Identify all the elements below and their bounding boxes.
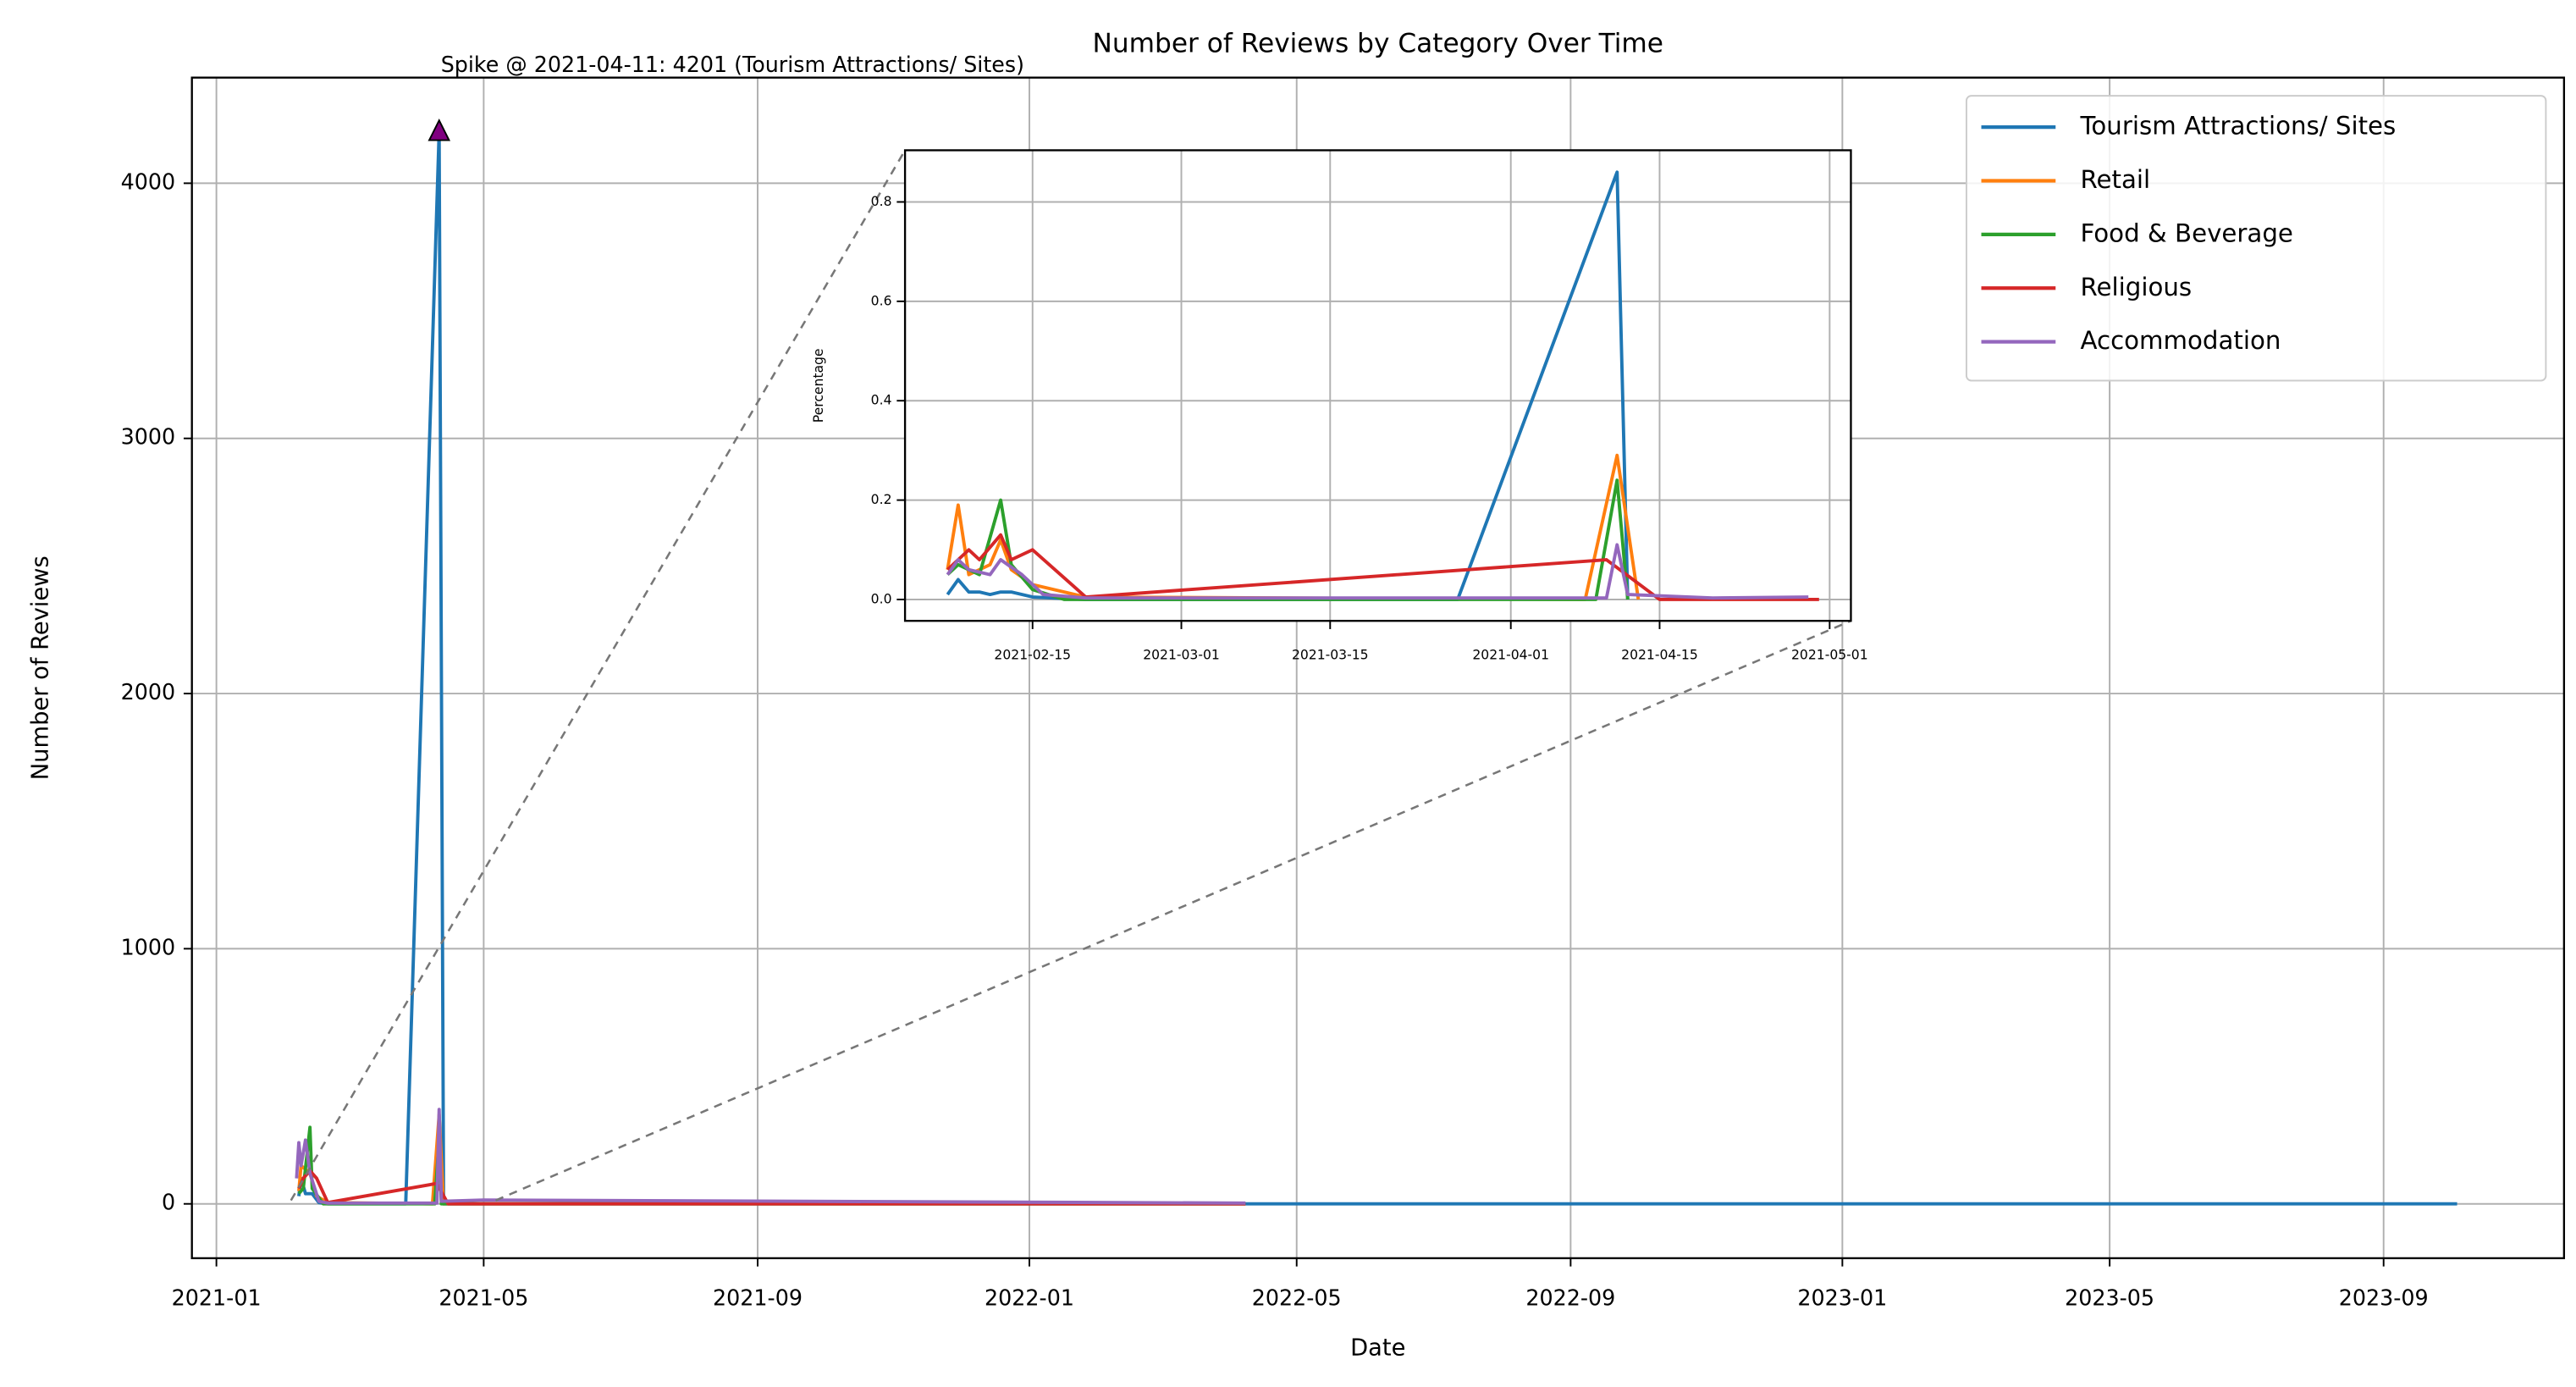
y-tick-label: 0 xyxy=(162,1190,175,1215)
x-tick-label: 2021-04-15 xyxy=(1621,648,1698,663)
legend-label: Tourism Attractions/ Sites xyxy=(2079,112,2396,141)
y-tick-label: 0.2 xyxy=(871,492,892,507)
x-tick-label: 2022-09 xyxy=(1525,1285,1615,1311)
y-tick-label: 0.4 xyxy=(871,393,892,408)
legend-box xyxy=(1965,95,2547,382)
x-tick-label: 2021-03-01 xyxy=(1143,648,1220,663)
x-tick-label: 2021-09 xyxy=(713,1285,803,1311)
y-tick-label: 1000 xyxy=(121,934,175,959)
x-tick-label: 2023-05 xyxy=(2065,1285,2154,1311)
x-tick-label: 2021-05 xyxy=(439,1285,528,1311)
legend-label: Religious xyxy=(2080,273,2192,301)
x-tick-label: 2023-01 xyxy=(1797,1285,1887,1311)
annotation-text: Spike @ 2021-04-11: 4201 (Tourism Attrac… xyxy=(441,52,1024,77)
x-tick-label: 2022-05 xyxy=(1252,1285,1342,1311)
x-tick-label: 2021-01 xyxy=(172,1285,262,1311)
y-tick-label: 0.8 xyxy=(871,194,892,209)
series-line xyxy=(946,543,1809,600)
chart-title: Number of Reviews by Category Over Time xyxy=(1093,29,1663,59)
x-tick-label: 2021-03-15 xyxy=(1292,648,1369,663)
y-tick-label: 3000 xyxy=(121,424,175,450)
plot-frame xyxy=(903,149,1852,622)
legend-label: Accommodation xyxy=(2080,326,2281,355)
series-line xyxy=(295,1108,1246,1205)
x-tick-label: 2021-02-15 xyxy=(994,648,1071,663)
annotation-marker xyxy=(427,119,451,141)
x-tick-label: 2023-09 xyxy=(2339,1285,2429,1311)
y-tick-label: 0.6 xyxy=(871,293,892,308)
series-line xyxy=(946,533,1819,601)
plot-background xyxy=(905,150,1851,622)
y-axis-label: Number of Reviews xyxy=(28,555,54,780)
plot-frame xyxy=(190,76,2566,1260)
y-axis-label: Percentage xyxy=(811,348,826,423)
x-tick-label: 2021-04-01 xyxy=(1472,648,1549,663)
y-tick-label: 4000 xyxy=(121,169,175,194)
inset-chart: 2021-02-15 2021-03-01 2021-03-15 2021-04-01… xyxy=(811,149,1868,663)
zoom-connector xyxy=(290,149,907,1202)
x-tick-label: 2022-01 xyxy=(985,1285,1074,1311)
legend-label: Retail xyxy=(2080,165,2150,194)
x-tick-label: 2021-05-01 xyxy=(1791,648,1868,663)
series-line xyxy=(946,170,1630,601)
x-axis-label: Date xyxy=(1350,1335,1405,1362)
y-tick-label: 2000 xyxy=(121,679,175,705)
zoom-connector xyxy=(495,620,1851,1202)
y-tick-label: 0.0 xyxy=(871,591,892,606)
legend-label: Food & Beverage xyxy=(2080,218,2292,247)
